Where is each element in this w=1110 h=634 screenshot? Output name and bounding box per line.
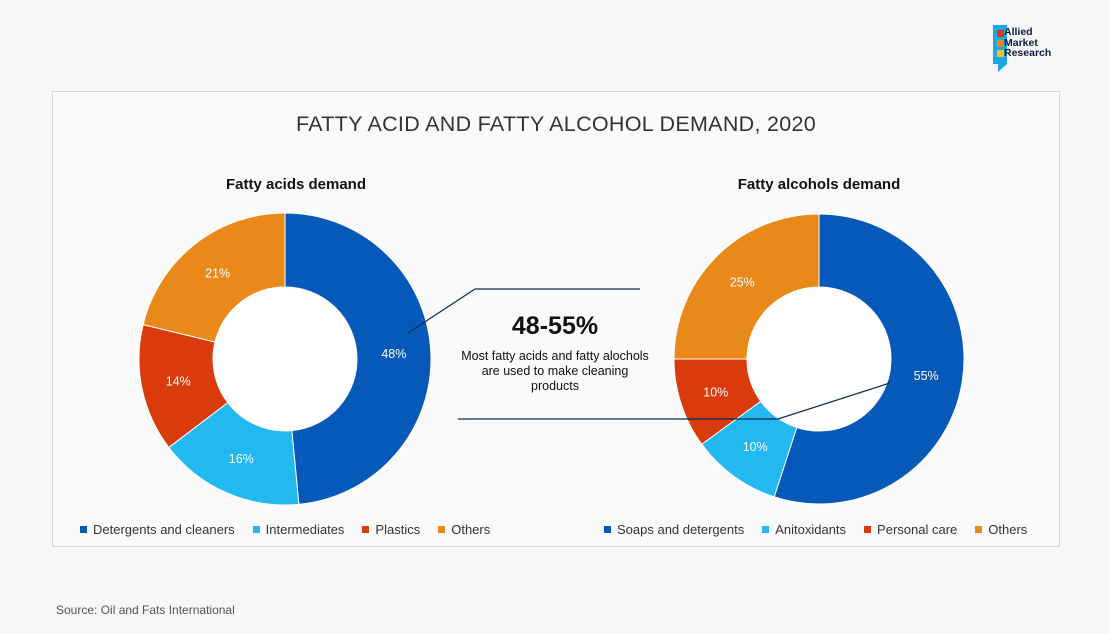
- legend-item: Anitoxidants: [762, 522, 846, 537]
- legend-swatch: [438, 525, 446, 533]
- legend-item: Intermediates: [252, 521, 345, 537]
- legend-swatch: [864, 525, 872, 533]
- legend-label: Anitoxidants: [775, 521, 847, 537]
- slice-label: 48%: [381, 347, 406, 361]
- allied-market-research-logo: Allied Market Research: [990, 22, 1090, 76]
- slice-others: [673, 213, 820, 360]
- logo-line-2: Market: [1004, 36, 1038, 49]
- slice-label: 55%: [914, 369, 939, 383]
- legend-label: Others: [451, 521, 491, 537]
- callout-leader-line-right: [458, 382, 891, 420]
- slice-label: 10%: [703, 386, 728, 400]
- legend-label: Plastics: [375, 521, 421, 537]
- legend-swatch: [362, 525, 370, 533]
- slice-label: 14%: [166, 374, 191, 388]
- legend-item: Detergents and cleaners: [80, 522, 235, 537]
- legend-label: Others: [988, 521, 1028, 537]
- callout-leader-line-left: [407, 288, 640, 334]
- legend-swatch: [975, 525, 983, 533]
- source-note: Source: Oil and Fats International: [56, 603, 235, 617]
- callout-headline: 48-55%: [511, 312, 599, 340]
- logo-icon: [993, 25, 1007, 72]
- legend-swatch: [762, 525, 770, 533]
- fatty-alcohols-chart-title: Fatty alcohols demand: [737, 176, 901, 193]
- donut-hole: [213, 287, 357, 431]
- fatty-acids-chart-title: Fatty acids demand: [225, 176, 367, 193]
- fatty-acids-donut: 48% 16% 14% 21%: [138, 212, 432, 506]
- slice-label: 16%: [229, 452, 254, 466]
- slice-label: 10%: [743, 440, 768, 454]
- donut-hole: [747, 287, 891, 431]
- logo-text: Allied Market Research: [1004, 27, 1051, 59]
- fatty-alcohols-donut: 55% 10% 10% 25%: [673, 213, 965, 505]
- legend-item: Others: [975, 522, 1027, 537]
- slice-label: 25%: [730, 275, 755, 289]
- legend-swatch: [252, 525, 260, 533]
- legend-item: Soaps and detergents: [604, 522, 744, 537]
- legend-label: Personal care: [877, 521, 958, 537]
- slice-others: [142, 212, 286, 343]
- logo-line-1: Allied: [1004, 26, 1033, 38]
- legend-label: Detergents and cleaners: [93, 521, 235, 537]
- legend-item: Personal care: [864, 522, 957, 537]
- fatty-acids-legend: Detergents and cleaners Intermediates Plas…: [80, 520, 508, 538]
- legend-swatch: [604, 525, 611, 533]
- callout-box: 48-55% Most fatty acids and fatty alocho…: [460, 312, 650, 394]
- slice-label: 21%: [205, 266, 230, 280]
- legend-label: Intermediates: [265, 521, 345, 537]
- legend-item: Others: [438, 522, 490, 537]
- callout-text: Most fatty acids and fatty alochols are …: [461, 349, 649, 393]
- legend-label: Soaps and detergents: [617, 521, 745, 537]
- slice-soaps-and-detergents: [773, 213, 965, 505]
- legend-item: Plastics: [362, 522, 420, 537]
- logo-line-3: Research: [1004, 47, 1052, 59]
- slice-detergents-and-cleaners: [284, 212, 432, 505]
- fatty-alcohols-legend: Soaps and detergents Anitoxidants Personal…: [604, 520, 1045, 538]
- main-title: FATTY ACID AND FATTY ALCOHOL DEMAND, 202…: [295, 112, 817, 136]
- legend-swatch: [80, 525, 87, 533]
